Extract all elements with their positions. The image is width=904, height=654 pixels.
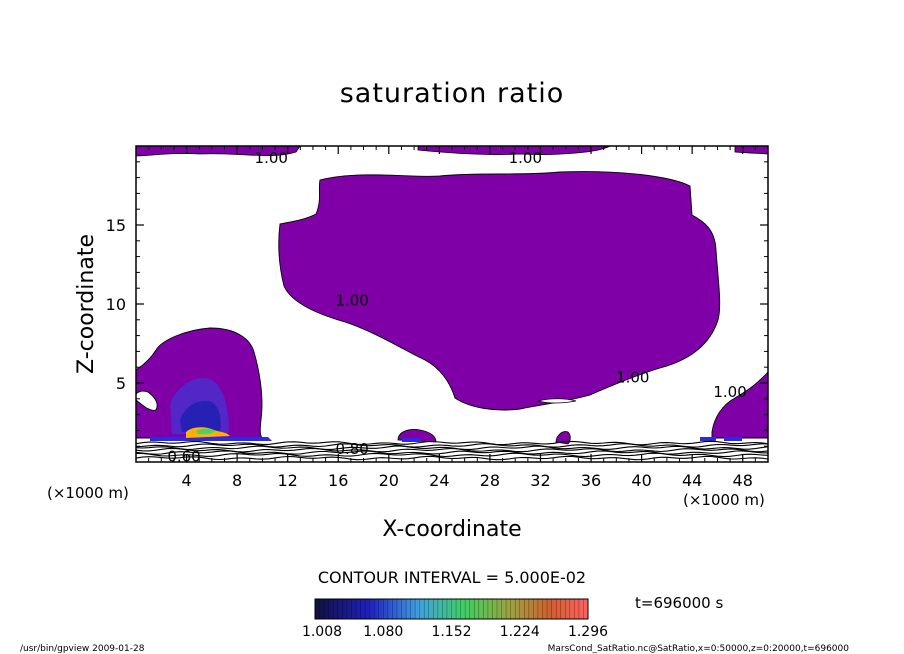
footer-left: /usr/bin/gpview 2009-01-28 (20, 644, 145, 654)
y-axis-label: Z-coordinate (74, 234, 99, 374)
contour-label: 1.00 (713, 383, 746, 401)
x-tick-label: 8 (232, 471, 242, 490)
x-axis-ticks: 4 8 12 16 20 24 28 32 36 40 44 48 (148, 146, 756, 490)
colorbar-tick-label: 1.152 (431, 624, 471, 640)
cloud-right-blue-1 (700, 437, 716, 441)
contour-interval: CONTOUR INTERVAL = 5.000E-02 (318, 568, 586, 587)
saturated-region-small-2 (555, 431, 571, 445)
contour-labels: 1.00 1.00 1.00 1.00 1.00 0.60 0.80 (167, 149, 746, 466)
surface-contour-line (135, 447, 769, 453)
cloud-core-band (150, 437, 272, 441)
surface-contour-lines (135, 440, 769, 461)
saturated-region-top-middle (417, 145, 612, 155)
footer-right: MarsCond_SatRatio.nc@SatRatio,x=0:50000,… (548, 644, 850, 654)
y-tick-label: 10 (106, 295, 126, 314)
saturated-region-right-lower (711, 370, 769, 439)
cloud-core-green (196, 428, 216, 434)
contour-label: 0.80 (335, 440, 368, 458)
x-tick-label: 24 (429, 471, 449, 490)
y-tick-label: 15 (106, 216, 126, 235)
x-tick-label: 48 (733, 471, 753, 490)
contour-label: 1.00 (616, 369, 649, 387)
surface-contour-line (135, 440, 769, 446)
contour-fills (135, 145, 769, 445)
x-tick-label: 40 (631, 471, 651, 490)
cloud-region-deep-blue (180, 400, 221, 432)
contour-label: 0.60 (167, 448, 200, 466)
contour-label: 1.00 (509, 149, 542, 167)
surface-contour-line (135, 445, 769, 450)
colorbar-stripes (319, 599, 584, 619)
x-tick-label: 36 (581, 471, 601, 490)
chart-title: saturation ratio (340, 78, 565, 109)
contour-label: 1.00 (335, 291, 368, 309)
contour-label: 1.00 (255, 149, 288, 167)
x-axis-label: X-coordinate (382, 517, 521, 542)
cloud-right-blue-2 (724, 437, 742, 441)
colorbar-tick-label: 1.296 (568, 624, 608, 640)
colorbar-tick-label: 1.224 (500, 624, 540, 640)
x-unit-label-left: (×1000 m) (47, 484, 129, 502)
cloud-small-blue (402, 438, 420, 442)
x-tick-label: 12 (278, 471, 298, 490)
saturated-region-notch (537, 398, 577, 404)
saturated-region-center (278, 171, 721, 411)
x-tick-label: 44 (682, 471, 702, 490)
x-tick-label: 32 (530, 471, 550, 490)
saturated-region-top-right (734, 145, 769, 155)
y-axis-ticks: 5 10 15 (106, 161, 768, 447)
y-tick-label: 5 (116, 374, 126, 393)
x-tick-label: 16 (328, 471, 348, 490)
surface-contour-line (135, 443, 769, 448)
x-tick-label: 20 (379, 471, 399, 490)
colorbar-tick-labels: 1.008 1.080 1.152 1.224 1.296 (302, 624, 608, 640)
x-tick-label: 28 (480, 471, 500, 490)
time-label: t=696000 s (635, 594, 723, 612)
colorbar-tick-label: 1.008 (302, 624, 342, 640)
saturated-region-top-left (135, 145, 301, 157)
x-unit-label-right: (×1000 m) (683, 491, 765, 509)
surface-contour-line (135, 450, 769, 455)
x-tick-label: 4 (181, 471, 191, 490)
colorbar-tick-label: 1.080 (363, 624, 403, 640)
